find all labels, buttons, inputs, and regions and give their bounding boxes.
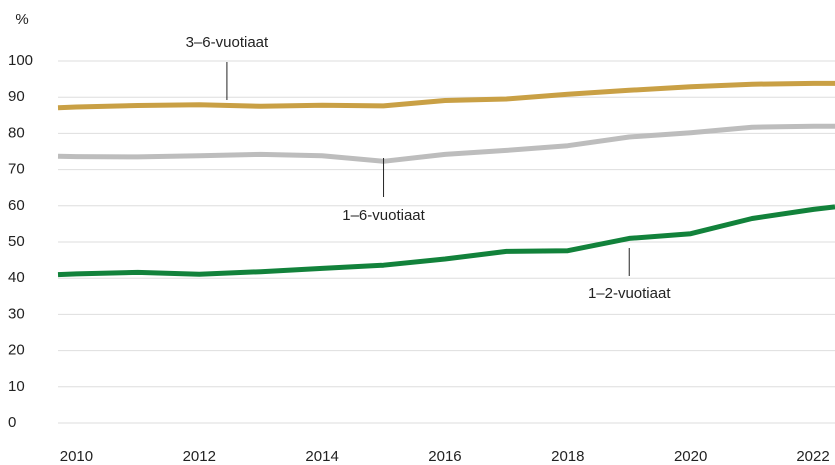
series-label: 1–2-vuotiaat	[588, 285, 671, 302]
series-label: 1–6-vuotiaat	[342, 207, 425, 224]
x-tick-label: 2010	[60, 448, 93, 465]
y-tick-label: 40	[8, 269, 25, 286]
series-label: 3–6-vuotiaat	[186, 34, 269, 51]
y-tick-label: 10	[8, 378, 25, 395]
series-line	[57, 80, 835, 111]
y-tick-label: 80	[8, 124, 25, 141]
y-tick-label: 90	[8, 88, 25, 105]
x-tick-label: 2022	[796, 448, 829, 465]
series-line	[57, 204, 835, 278]
series-line	[57, 123, 835, 164]
x-tick-label: 2020	[674, 448, 707, 465]
y-tick-label: 100	[8, 52, 33, 69]
x-tick-label: 2018	[551, 448, 584, 465]
y-axis-label: %	[15, 11, 28, 28]
y-tick-label: 50	[8, 233, 25, 250]
y-tick-label: 70	[8, 161, 25, 178]
x-tick-label: 2016	[428, 448, 461, 465]
y-tick-label: 20	[8, 342, 25, 359]
y-tick-label: 0	[8, 414, 16, 431]
y-tick-label: 30	[8, 305, 25, 322]
y-tick-label: 60	[8, 197, 25, 214]
x-tick-label: 2014	[305, 448, 338, 465]
x-tick-label: 2012	[183, 448, 216, 465]
